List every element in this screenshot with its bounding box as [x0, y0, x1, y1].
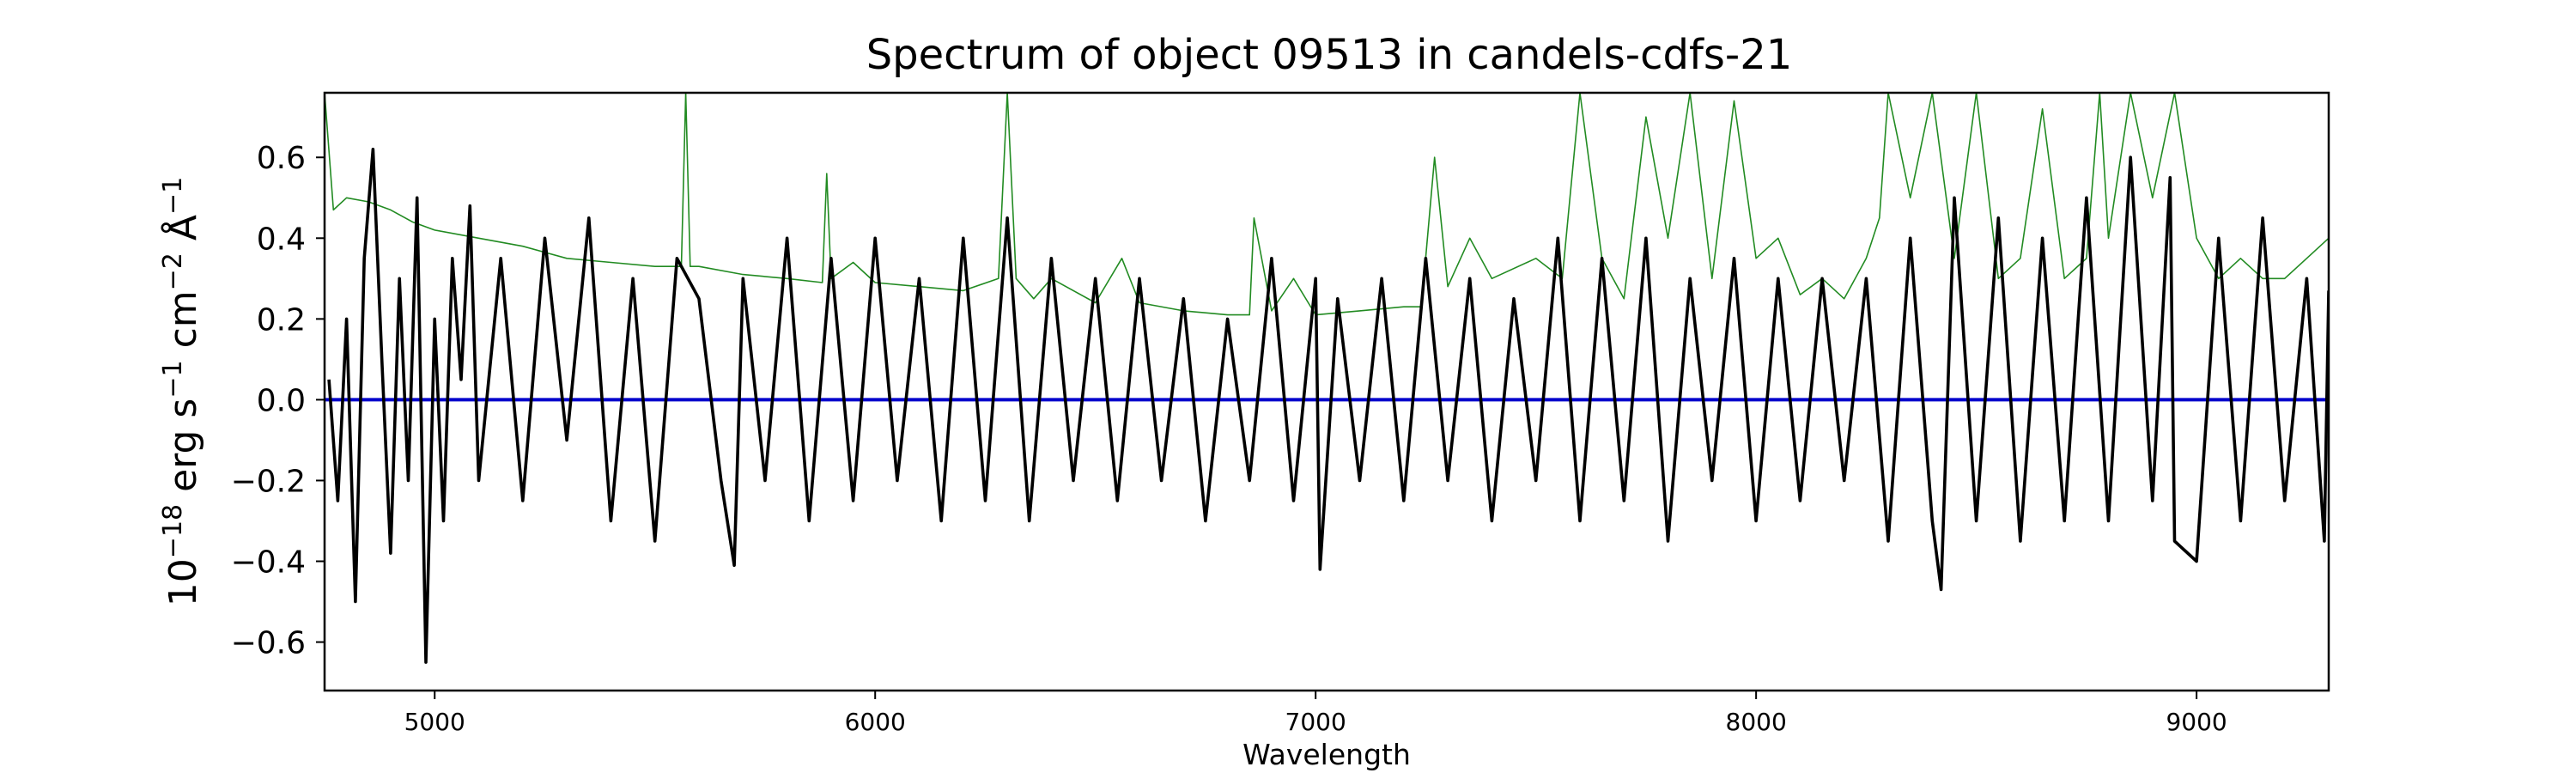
y-label-angstrom-exponent: −1: [158, 177, 188, 215]
plot-frame: [323, 91, 2330, 692]
y-tick-label: 0.4: [257, 222, 306, 257]
x-axis: 5000 6000 7000 8000 9000: [404, 691, 2227, 736]
plot-area: [325, 93, 2329, 664]
y-tick-label: −0.6: [231, 626, 306, 661]
y-axis-label: 10−18 erg s−1 cm−2 Å−1: [158, 177, 206, 606]
y-tick-label: −0.2: [231, 464, 306, 499]
y-label-text: erg s: [161, 399, 205, 504]
x-tick-label: 7000: [1285, 708, 1346, 736]
y-label-exponent: −18: [158, 504, 188, 558]
y-label-cm-exponent: −2: [158, 253, 188, 290]
x-tick-label: 9000: [2166, 708, 2227, 736]
noise-series-line: [325, 93, 2329, 316]
flux-series-line: [327, 148, 2329, 664]
y-label-cm: cm: [161, 290, 205, 360]
x-tick-label: 8000: [1726, 708, 1787, 736]
y-tick-label: 0.0: [257, 383, 306, 418]
y-label-base: 10: [161, 558, 205, 606]
y-tick-label: 0.2: [257, 302, 306, 338]
x-axis-label: Wavelength: [1242, 738, 1411, 771]
x-tick-label: 6000: [845, 708, 906, 736]
y-tick-label: −0.4: [231, 545, 306, 581]
x-tick-label: 5000: [404, 708, 465, 736]
chart-title: Spectrum of object 09513 in candels-cdfs…: [866, 31, 1793, 79]
y-label-s-exponent: −1: [158, 360, 188, 398]
y-label-angstrom: Å: [160, 215, 205, 253]
y-axis: −0.6 −0.4 −0.2 0.0 0.2 0.4 0.6: [231, 141, 325, 661]
series-layer: [325, 93, 2329, 664]
y-tick-label: 0.6: [257, 141, 306, 176]
